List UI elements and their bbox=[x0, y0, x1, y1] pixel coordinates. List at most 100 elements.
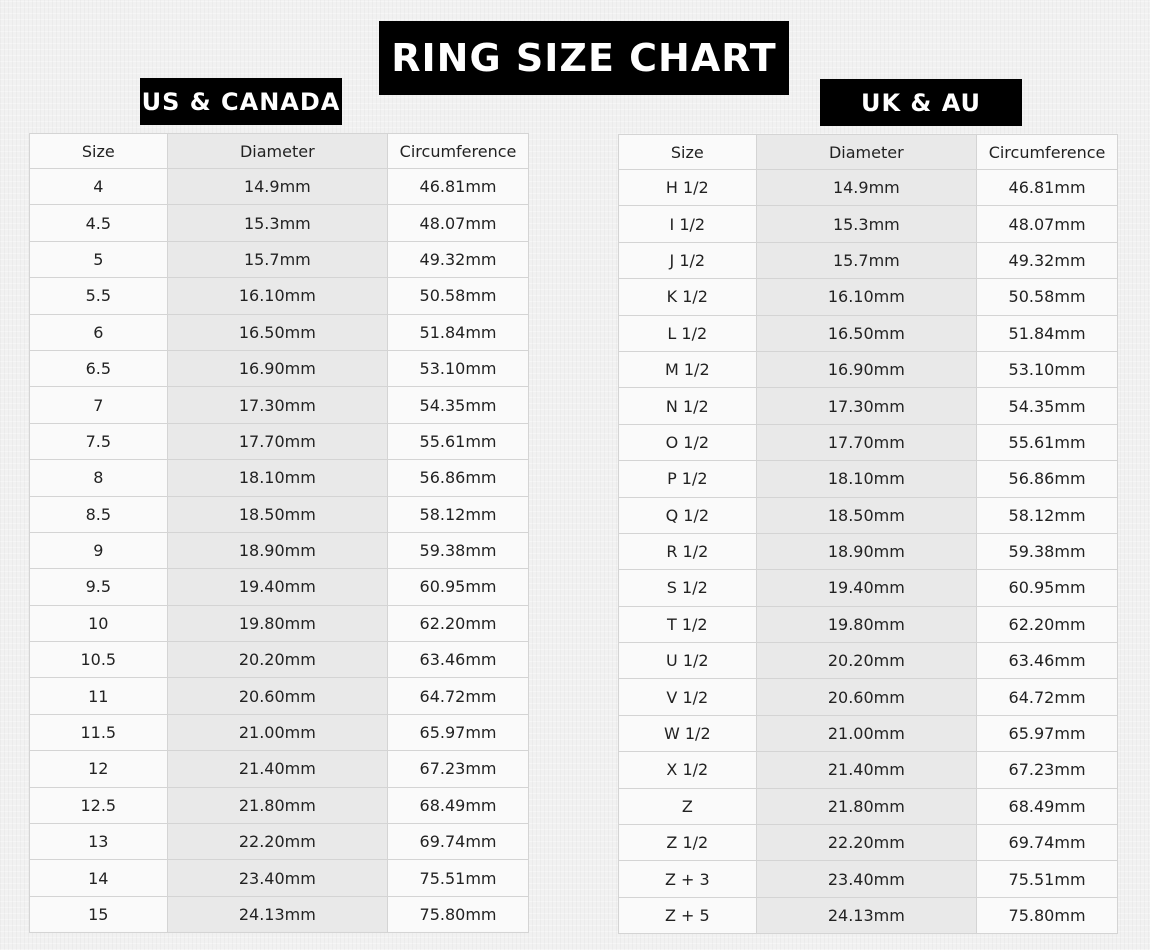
circumference-cell: 56.86mm bbox=[976, 460, 1118, 498]
diameter-cell: 16.90mm bbox=[166, 349, 389, 388]
size-cell: 8 bbox=[29, 459, 168, 497]
diameter-cell: 15.7mm bbox=[755, 241, 978, 280]
size-cell: 15 bbox=[29, 895, 168, 934]
circumference-cell: 67.23mm bbox=[976, 751, 1118, 789]
table-row: 6 16.50mm 51.84mm bbox=[29, 313, 529, 351]
size-cell: Z + 3 bbox=[618, 860, 757, 898]
table-row: Z 21.80mm 68.49mm bbox=[618, 787, 1118, 826]
diameter-cell: 21.00mm bbox=[166, 713, 389, 752]
size-cell: 12 bbox=[29, 750, 168, 788]
header-diameter: Diameter bbox=[755, 134, 978, 170]
circumference-cell: 58.12mm bbox=[387, 495, 529, 533]
diameter-cell: 20.60mm bbox=[755, 678, 978, 716]
size-cell: 11.5 bbox=[29, 713, 168, 752]
circumference-cell: 67.23mm bbox=[387, 750, 529, 788]
size-cell: 9.5 bbox=[29, 568, 168, 606]
size-cell: 13 bbox=[29, 823, 168, 861]
size-cell: H 1/2 bbox=[618, 168, 757, 207]
diameter-cell: 17.70mm bbox=[755, 423, 978, 462]
circumference-cell: 49.32mm bbox=[387, 240, 529, 279]
table-row: 10 19.80mm 62.20mm bbox=[29, 604, 529, 643]
diameter-cell: 21.40mm bbox=[755, 751, 978, 789]
table-row: 4.5 15.3mm 48.07mm bbox=[29, 204, 529, 242]
table-row: 8 18.10mm 56.86mm bbox=[29, 459, 529, 497]
table-row: Z + 3 23.40mm 75.51mm bbox=[618, 860, 1118, 898]
diameter-cell: 19.40mm bbox=[755, 569, 978, 607]
diameter-cell: 18.10mm bbox=[166, 459, 389, 497]
diameter-cell: 16.50mm bbox=[755, 314, 978, 352]
table-row: 6.5 16.90mm 53.10mm bbox=[29, 349, 529, 388]
size-cell: 6 bbox=[29, 313, 168, 351]
table-row: O 1/2 17.70mm 55.61mm bbox=[618, 423, 1118, 462]
size-cell: 11 bbox=[29, 677, 168, 715]
diameter-cell: 16.90mm bbox=[755, 350, 978, 389]
size-cell: 4.5 bbox=[29, 204, 168, 242]
diameter-cell: 15.3mm bbox=[755, 205, 978, 243]
us-canada-heading: US & CANADA bbox=[140, 78, 342, 125]
table-row: R 1/2 18.90mm 59.38mm bbox=[618, 532, 1118, 571]
diameter-cell: 14.9mm bbox=[166, 167, 389, 206]
size-cell: X 1/2 bbox=[618, 751, 757, 789]
circumference-cell: 53.10mm bbox=[387, 349, 529, 388]
table-row: K 1/2 16.10mm 50.58mm bbox=[618, 278, 1118, 316]
diameter-cell: 18.90mm bbox=[166, 531, 389, 570]
size-cell: 7 bbox=[29, 386, 168, 424]
circumference-cell: 64.72mm bbox=[387, 677, 529, 715]
uk-au-heading: UK & AU bbox=[820, 79, 1022, 126]
circumference-cell: 59.38mm bbox=[976, 532, 1118, 571]
table-row: 15 24.13mm 75.80mm bbox=[29, 895, 529, 934]
table-row: S 1/2 19.40mm 60.95mm bbox=[618, 569, 1118, 607]
circumference-cell: 55.61mm bbox=[976, 423, 1118, 462]
size-cell: Q 1/2 bbox=[618, 496, 757, 534]
circumference-cell: 59.38mm bbox=[387, 531, 529, 570]
circumference-cell: 54.35mm bbox=[387, 386, 529, 424]
table-row: Q 1/2 18.50mm 58.12mm bbox=[618, 496, 1118, 534]
diameter-cell: 16.10mm bbox=[755, 278, 978, 316]
size-cell: 6.5 bbox=[29, 349, 168, 388]
circumference-cell: 54.35mm bbox=[976, 387, 1118, 425]
size-cell: U 1/2 bbox=[618, 642, 757, 680]
size-cell: N 1/2 bbox=[618, 387, 757, 425]
circumference-cell: 51.84mm bbox=[387, 313, 529, 351]
diameter-cell: 24.13mm bbox=[166, 895, 389, 934]
diameter-cell: 15.7mm bbox=[166, 240, 389, 279]
size-cell: W 1/2 bbox=[618, 714, 757, 753]
circumference-cell: 51.84mm bbox=[976, 314, 1118, 352]
table-row: 7 17.30mm 54.35mm bbox=[29, 386, 529, 424]
table-row: Z 1/2 22.20mm 69.74mm bbox=[618, 824, 1118, 862]
table-row: 9.5 19.40mm 60.95mm bbox=[29, 568, 529, 606]
circumference-cell: 48.07mm bbox=[387, 204, 529, 242]
circumference-cell: 65.97mm bbox=[976, 714, 1118, 753]
diameter-cell: 20.20mm bbox=[166, 641, 389, 679]
circumference-cell: 75.51mm bbox=[387, 859, 529, 897]
size-cell: T 1/2 bbox=[618, 605, 757, 644]
size-cell: Z 1/2 bbox=[618, 824, 757, 862]
table-row: 7.5 17.70mm 55.61mm bbox=[29, 422, 529, 461]
diameter-cell: 16.50mm bbox=[166, 313, 389, 351]
table-row: 10.5 20.20mm 63.46mm bbox=[29, 641, 529, 679]
size-cell: 10.5 bbox=[29, 641, 168, 679]
size-cell: M 1/2 bbox=[618, 350, 757, 389]
diameter-cell: 16.10mm bbox=[166, 277, 389, 315]
header-circumference: Circumference bbox=[976, 134, 1118, 170]
size-cell: K 1/2 bbox=[618, 278, 757, 316]
header-size: Size bbox=[618, 134, 757, 170]
size-cell: Z + 5 bbox=[618, 896, 757, 935]
header-circumference: Circumference bbox=[387, 133, 529, 169]
uk-size-table: Size Diameter Circumference H 1/2 14.9mm 4… bbox=[618, 134, 1118, 935]
size-cell: 4 bbox=[29, 167, 168, 206]
size-cell: L 1/2 bbox=[618, 314, 757, 352]
diameter-cell: 21.40mm bbox=[166, 750, 389, 788]
size-cell: R 1/2 bbox=[618, 532, 757, 571]
size-cell: 7.5 bbox=[29, 422, 168, 461]
diameter-cell: 17.30mm bbox=[166, 386, 389, 424]
diameter-cell: 18.50mm bbox=[166, 495, 389, 533]
size-cell: O 1/2 bbox=[618, 423, 757, 462]
circumference-cell: 49.32mm bbox=[976, 241, 1118, 280]
circumference-cell: 50.58mm bbox=[387, 277, 529, 315]
diameter-cell: 20.60mm bbox=[166, 677, 389, 715]
table-row: 12 21.40mm 67.23mm bbox=[29, 750, 529, 788]
diameter-cell: 22.20mm bbox=[755, 824, 978, 862]
diameter-cell: 17.30mm bbox=[755, 387, 978, 425]
circumference-cell: 60.95mm bbox=[387, 568, 529, 606]
